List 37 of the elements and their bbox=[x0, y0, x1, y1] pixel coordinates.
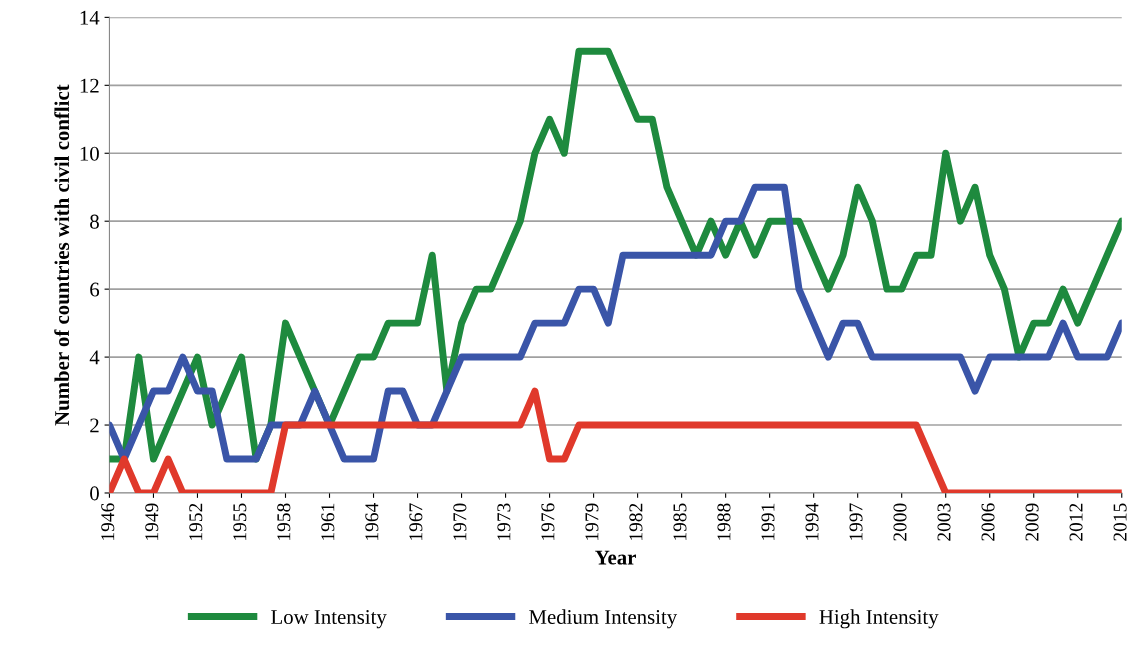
y-tick-label: 2 bbox=[90, 418, 99, 433]
x-tick-label: 1952 bbox=[189, 503, 203, 540]
legend-label: Medium Intensity bbox=[529, 609, 678, 629]
y-tick-label: 8 bbox=[90, 214, 99, 229]
x-tick-label: 1958 bbox=[277, 503, 291, 540]
y-axis-title: Number of countries with civil conflict bbox=[54, 84, 70, 426]
x-tick-label: 2006 bbox=[981, 503, 995, 541]
x-tick-label: 1985 bbox=[673, 503, 687, 540]
x-tick-label: 1946 bbox=[101, 503, 115, 540]
x-axis-title: Year bbox=[595, 550, 636, 565]
x-tick-label: 1961 bbox=[321, 503, 335, 540]
legend-label: High Intensity bbox=[819, 609, 939, 629]
y-tick-label: 10 bbox=[80, 146, 99, 161]
x-tick-label: 1988 bbox=[717, 503, 731, 540]
x-tick-label: 1994 bbox=[805, 503, 819, 540]
y-tick-label: 12 bbox=[80, 78, 99, 93]
x-tick-label: 1997 bbox=[849, 503, 863, 540]
x-tick-label: 2015 bbox=[1113, 503, 1127, 541]
x-tick-label: 1991 bbox=[761, 503, 775, 540]
x-tick-label: 1967 bbox=[409, 503, 423, 540]
x-tick-label: 1964 bbox=[365, 503, 379, 540]
x-tick-label: 1955 bbox=[233, 503, 247, 540]
x-tick-label: 1979 bbox=[585, 503, 599, 540]
x-tick-label: 1976 bbox=[541, 503, 555, 540]
x-tick-label: 1949 bbox=[145, 503, 159, 540]
y-tick-label: 6 bbox=[90, 282, 100, 297]
x-tick-label: 2000 bbox=[893, 503, 907, 541]
x-tick-label: 1973 bbox=[497, 503, 511, 540]
x-tick-label: 1982 bbox=[629, 503, 643, 540]
y-tick-label: 0 bbox=[90, 486, 99, 501]
x-tick-label: 2012 bbox=[1069, 503, 1083, 541]
x-tick-label: 2009 bbox=[1025, 503, 1039, 541]
y-tick-label: 4 bbox=[89, 350, 100, 365]
legend-label: Low Intensity bbox=[271, 610, 387, 629]
x-tick-label: 1970 bbox=[453, 503, 467, 540]
x-tick-label: 2003 bbox=[937, 503, 951, 541]
y-tick-label: 14 bbox=[80, 10, 100, 25]
